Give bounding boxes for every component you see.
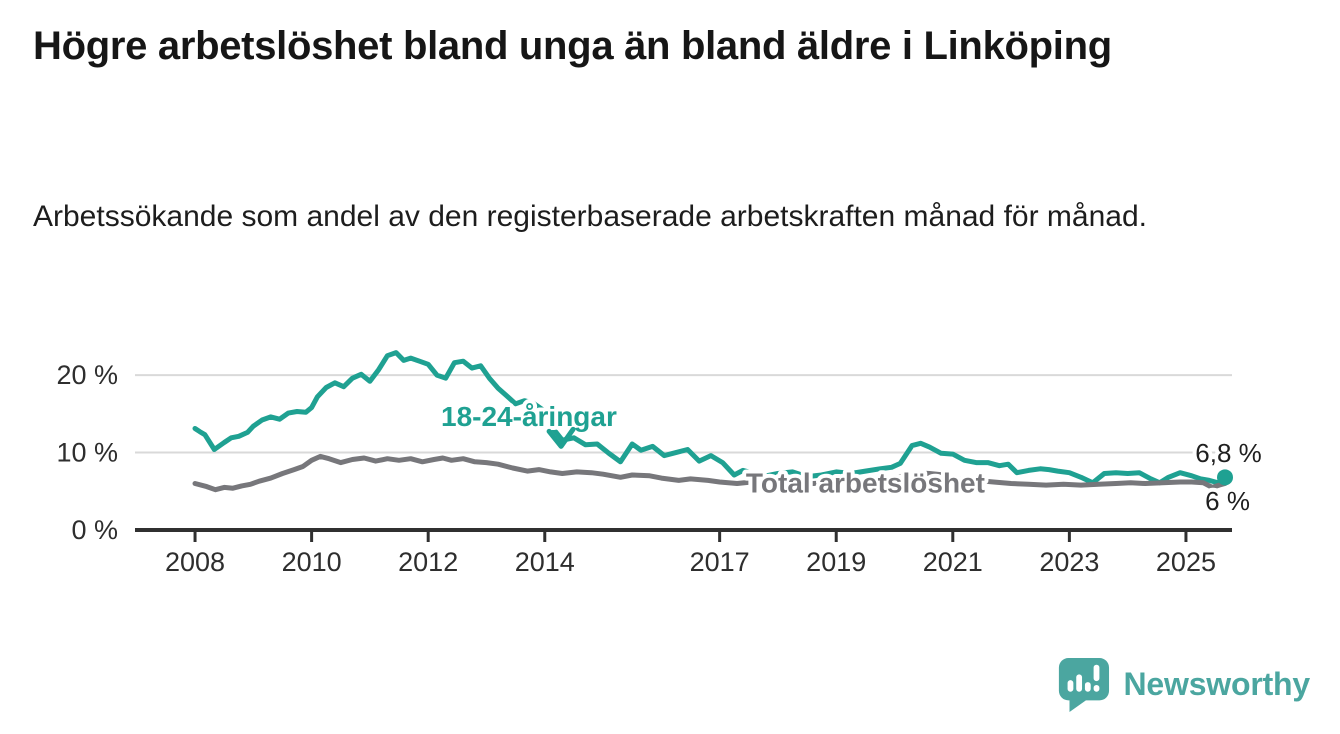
x-tick-label: 2025 — [1156, 547, 1216, 577]
x-tick-label: 2019 — [806, 547, 866, 577]
y-tick-label: 0 % — [71, 515, 118, 545]
x-tick-label: 2012 — [398, 547, 458, 577]
x-tick-label: 2014 — [515, 547, 575, 577]
series-label-18-24: 18-24-åringar — [441, 401, 617, 432]
x-tick-label: 2023 — [1039, 547, 1099, 577]
brand-footer: Newsworthy — [1056, 654, 1311, 714]
y-tick-label: 10 % — [56, 438, 118, 468]
brand-wordmark: Newsworthy — [1123, 665, 1311, 702]
series-line-Total arbetslöshet — [192, 453, 1228, 493]
series-label-total: Total arbetslöshet — [746, 468, 985, 499]
series-line-18-24-åringar — [192, 350, 1228, 486]
x-tick-label: 2017 — [690, 547, 750, 577]
x-tick-label: 2008 — [165, 547, 225, 577]
newsworthy-logo-icon — [1058, 657, 1109, 712]
series-label-arrow-down-icon — [546, 426, 576, 449]
x-tick-label: 2010 — [282, 547, 342, 577]
chart-subtitle: Arbetssökande som andel av den registerb… — [33, 200, 1147, 233]
x-tick-label: 2021 — [923, 547, 983, 577]
page-title: Högre arbetslöshet bland unga än bland ä… — [33, 24, 1112, 68]
y-tick-label: 20 % — [56, 360, 118, 390]
series-end-dot — [1217, 469, 1234, 486]
end-value-label-total: 6 % — [1205, 486, 1250, 516]
end-value-label-youth: 6,8 % — [1195, 438, 1262, 468]
